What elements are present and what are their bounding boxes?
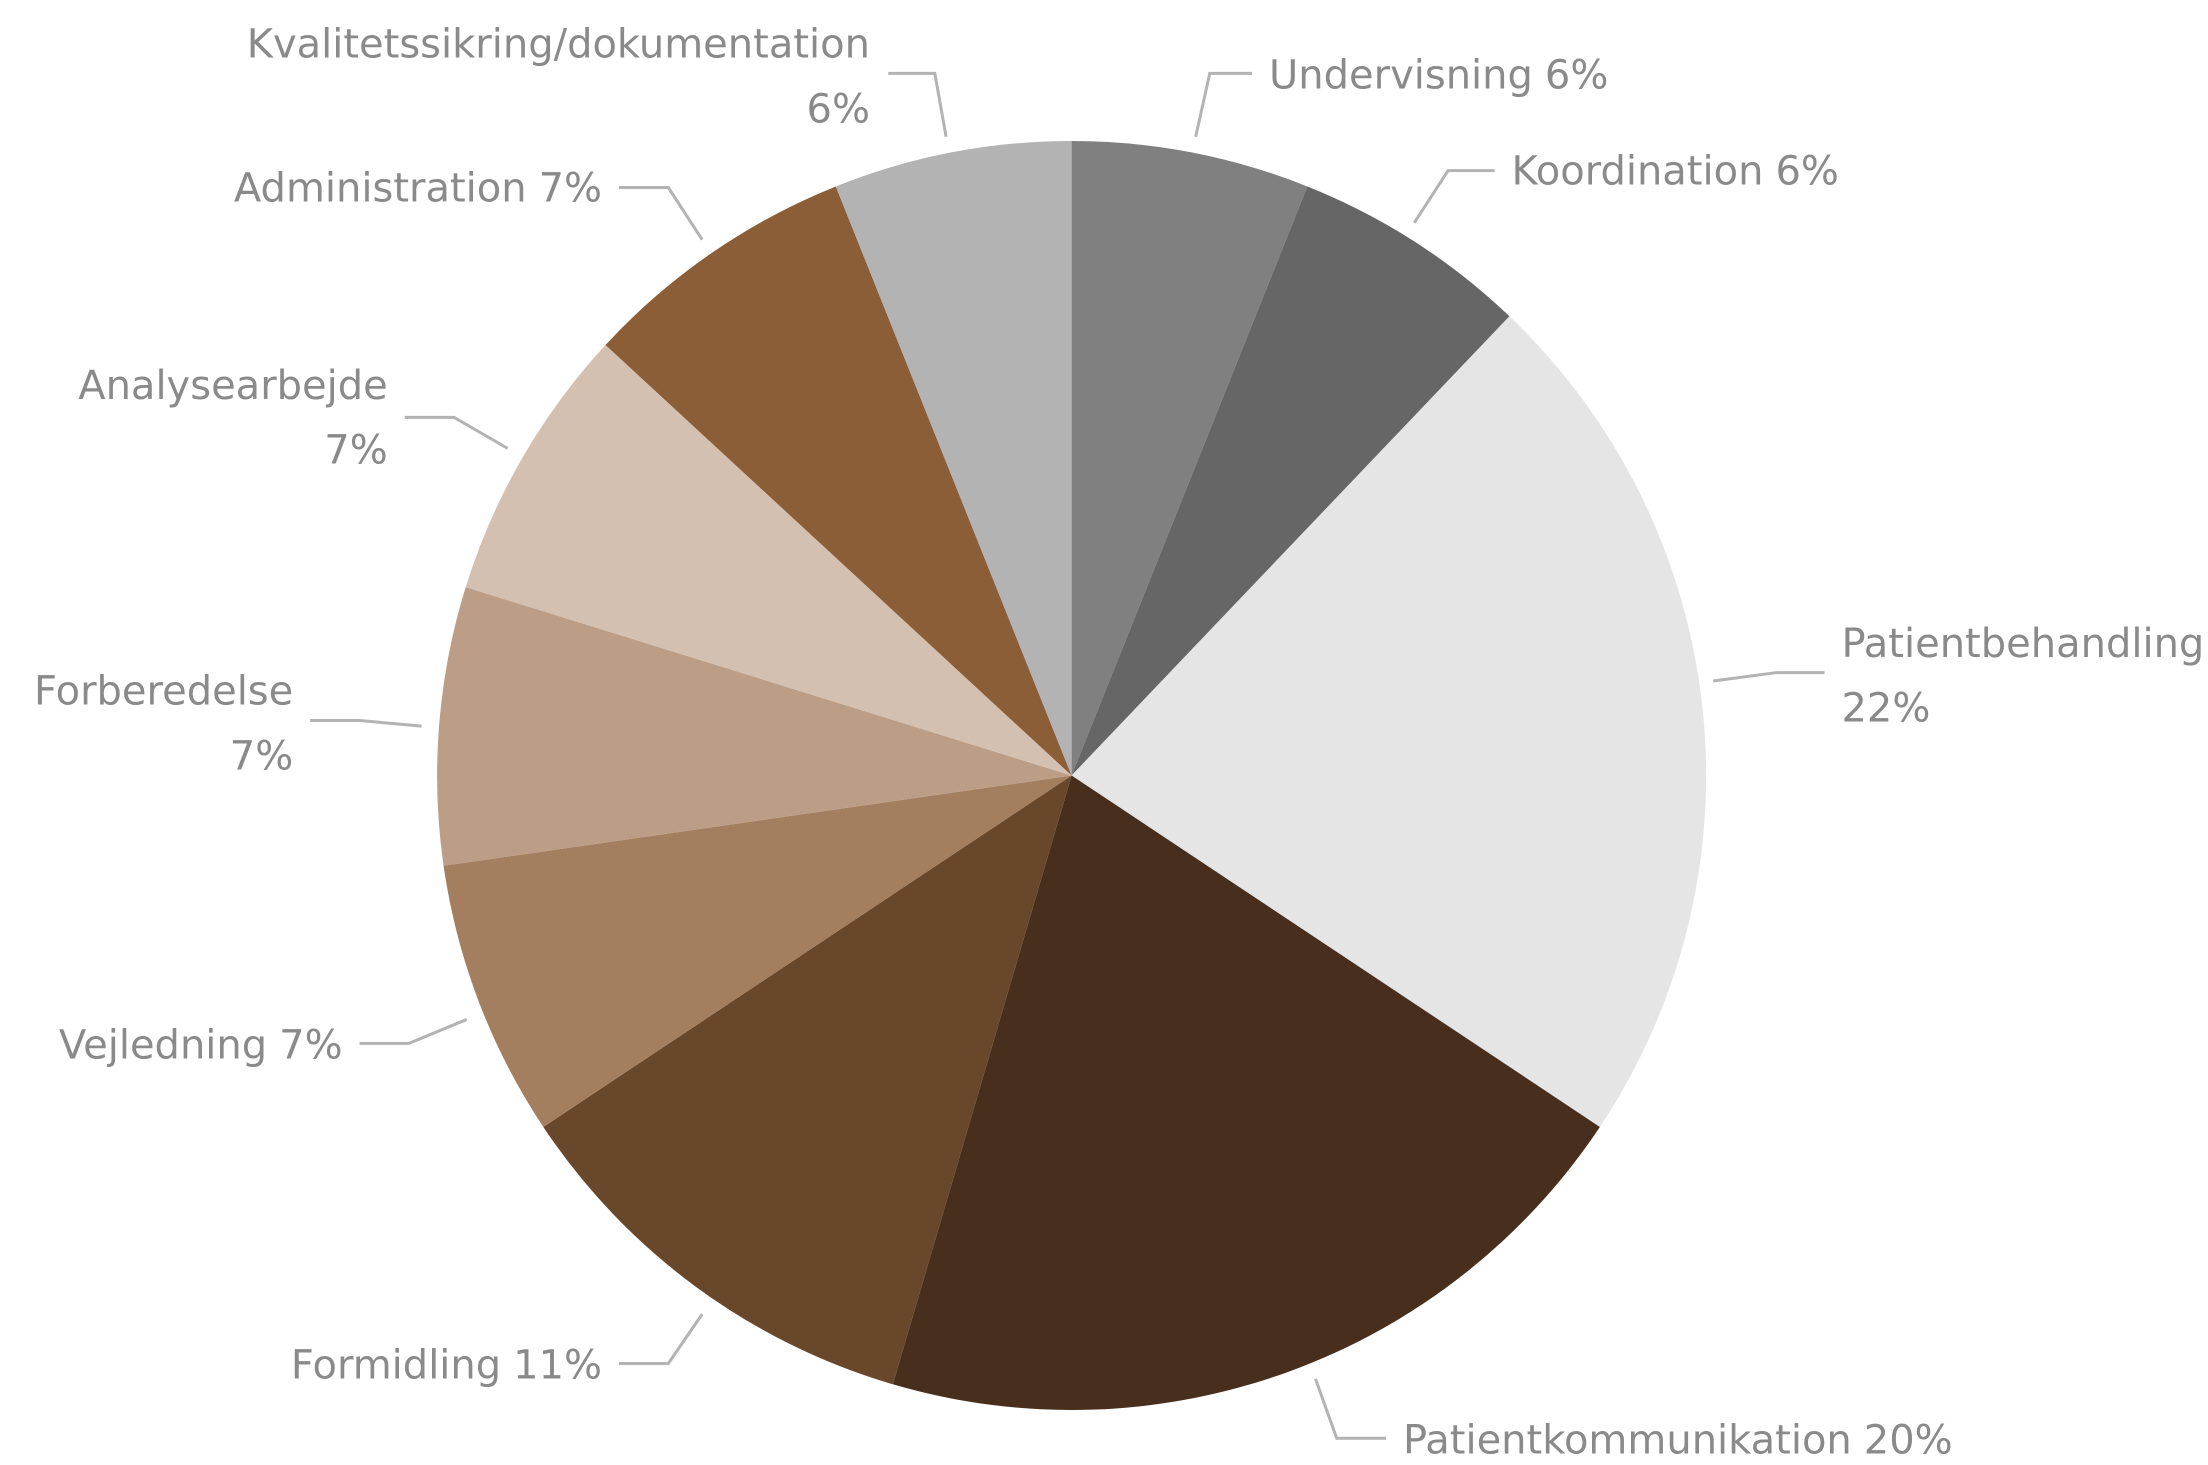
pie-slice xyxy=(465,344,1072,776)
leader-line xyxy=(359,1018,468,1045)
pie-slice xyxy=(543,775,1072,1385)
label-value: 7% xyxy=(324,428,387,474)
data-label: Kvalitetssikring/dokumentation 6% xyxy=(247,22,870,133)
leader-line xyxy=(310,719,422,728)
pie-slice xyxy=(443,775,1072,1127)
label-name: Patientbehandling xyxy=(1841,621,2204,667)
label-value: 6% xyxy=(1775,148,1838,194)
pie-slice xyxy=(605,186,1072,776)
leader-line xyxy=(1712,671,1825,683)
label-name: Kvalitetssikring/dokumentation xyxy=(247,22,870,68)
pie-slice xyxy=(1071,141,1308,776)
label-value: 11% xyxy=(513,1343,602,1389)
pie-slice xyxy=(1071,186,1510,776)
leader-line xyxy=(1412,169,1495,224)
leader-line xyxy=(618,186,704,241)
leader-line xyxy=(618,1313,704,1365)
label-name: Undervisning xyxy=(1269,53,1533,99)
label-value: 7% xyxy=(539,165,602,211)
label-name: Koordination xyxy=(1512,148,1764,194)
pie-slice xyxy=(892,775,1600,1410)
pie-slice xyxy=(835,141,1072,776)
label-name: Administration xyxy=(234,165,527,211)
label-value: 7% xyxy=(230,734,293,780)
data-label: Administration 7% xyxy=(234,165,602,211)
leader-line xyxy=(1314,1378,1387,1440)
data-label: Formidling 11% xyxy=(291,1343,602,1389)
label-value: 6% xyxy=(807,86,870,132)
data-label: Analysearbejde 7% xyxy=(78,363,388,474)
label-name: Forberedelse xyxy=(34,669,293,715)
data-label: Patientkommunikation 20% xyxy=(1403,1417,1953,1463)
leader-line xyxy=(404,415,509,450)
label-name: Formidling xyxy=(291,1343,501,1389)
data-label: Koordination 6% xyxy=(1512,148,1839,194)
label-name: Analysearbejde xyxy=(78,363,388,409)
leader-line xyxy=(888,71,948,138)
pie-slice xyxy=(437,587,1072,866)
data-label: Undervisning 6% xyxy=(1269,53,1608,99)
label-value: 6% xyxy=(1545,53,1608,99)
pie-slice xyxy=(1071,316,1707,1127)
label-name: Vejledning xyxy=(59,1023,267,1069)
label-value: 7% xyxy=(279,1023,342,1069)
label-value: 20% xyxy=(1864,1417,1953,1463)
data-label: Forberedelse 7% xyxy=(34,669,293,780)
label-name: Patientkommunikation xyxy=(1403,1417,1852,1463)
data-label: Vejledning 7% xyxy=(59,1023,343,1069)
data-label: Patientbehandling 22% xyxy=(1841,621,2204,732)
label-value: 22% xyxy=(1841,686,1930,732)
leader-line xyxy=(1194,71,1253,138)
